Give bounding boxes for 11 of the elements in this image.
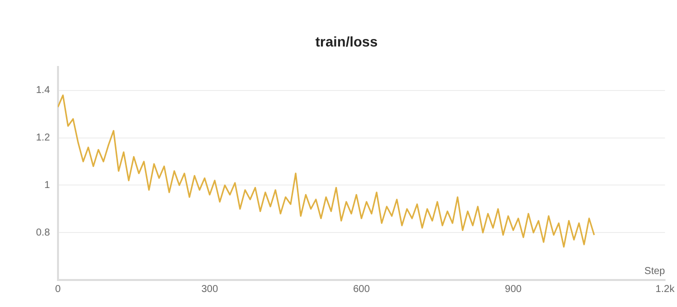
x-tick-label: 300 (201, 284, 218, 295)
y-tick-label: 0.8 (36, 227, 50, 238)
x-tick-label: 1.2k (656, 284, 676, 295)
y-tick-label: 1.4 (36, 85, 50, 96)
x-tick-label: 0 (55, 284, 62, 295)
x-axis-title: Step (644, 266, 666, 277)
y-tick-label: 1.2 (36, 132, 50, 144)
x-tick-label: 900 (504, 284, 522, 295)
y-tick-label: 1 (44, 180, 50, 191)
x-tick-label: 600 (353, 284, 370, 295)
chart-title: train/loss (315, 33, 378, 50)
